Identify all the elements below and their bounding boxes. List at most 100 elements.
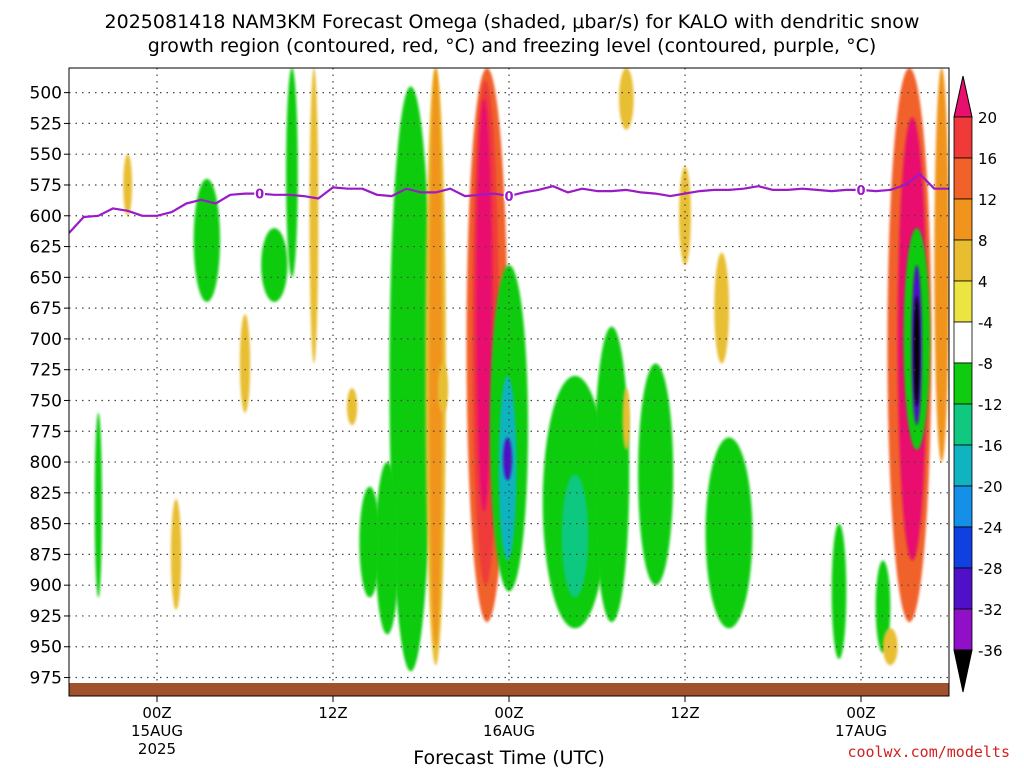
y-tick-label: 775 [30,422,62,442]
omega-region-28 [831,523,847,660]
y-tick-label: 675 [30,299,62,319]
y-tick-label: 500 [30,84,62,104]
y-tick-label: 575 [30,176,62,196]
colorbar: 20 16 12 8 4 -4 -8 -12 -16 -20 -24 -28 -32 -36 [953,75,1003,693]
omega-region-34 [359,486,380,598]
omega-region-20 [714,252,730,364]
freezing-level-label: 0 [255,188,264,203]
colorbar-label: -36 [978,642,1003,660]
omega-region-40 [437,363,449,413]
freezing-level-label: 0 [856,184,865,199]
colorbar-swatch [953,321,973,364]
freezing-level-line [69,172,949,234]
colorbar-label: 16 [978,150,997,168]
omega-region-39 [346,388,358,426]
omega-region-4 [389,86,432,672]
omega-region-35 [309,68,319,364]
omega-region-14 [561,474,589,598]
y-tick-label: 975 [30,669,62,689]
x-tick-label: 15AUG [131,722,183,740]
y-tick-label: 800 [30,453,62,473]
y-tick-label: 525 [30,114,62,134]
colorbar-swatch [953,198,973,241]
omega-region-38 [239,314,251,413]
y-tick-label: 700 [30,330,62,350]
omega-shading [94,68,949,672]
colorbar-label: -16 [978,437,1003,455]
y-tick-label: 750 [30,391,62,411]
plot-area: 0 0 0 [69,68,949,696]
x-tick-label: 16AUG [483,722,535,740]
colorbar-swatch [953,608,973,651]
chart-title: 2025081418 NAM3KM Forecast Omega (shaded… [105,11,920,33]
colorbar-label: -28 [978,560,1003,578]
y-tick-label: 900 [30,576,62,596]
omega-region-6 [429,68,443,647]
credit-text: coolwx.com/modelts [847,743,1010,761]
colorbar-label: 4 [978,273,988,291]
freezing-level-label: 0 [504,190,513,205]
omega-region-29 [883,628,898,666]
colorbar-bottom-arrow [953,649,973,693]
omega-region-9 [476,98,493,512]
y-tick-label: 725 [30,361,62,381]
omega-region-16 [638,363,674,586]
omega-region-27 [875,560,891,653]
y-tick-label: 875 [30,545,62,565]
x-tick-label: 00Z [494,704,523,722]
omega-region-41 [622,388,630,450]
y-tick-label: 850 [30,515,62,535]
x-tick-label: 00Z [846,704,875,722]
omega-region-32 [193,178,221,302]
y-tick-label: 625 [30,238,62,258]
y-tick-label: 600 [30,207,62,227]
colorbar-label: -12 [978,396,1003,414]
colorbar-label: -4 [978,314,993,332]
x-tick-label: 00Z [142,704,171,722]
colorbar-label: -32 [978,601,1003,619]
x-axis-label: Forecast Time (UTC) [413,747,604,768]
colorbar-label: 8 [978,232,988,250]
gridlines [69,68,949,696]
omega-region-42 [94,412,103,598]
x-tick-label: 12Z [318,704,347,722]
y-tick-label: 650 [30,268,62,288]
omega-region-31 [261,228,288,302]
colorbar-swatch [953,280,973,323]
colorbar-swatch [953,526,973,569]
colorbar-swatch [953,116,973,159]
x-tick-label: 12Z [670,704,699,722]
chart-subtitle: growth region (contoured, red, °C) and f… [148,35,877,57]
colorbar-label: -24 [978,519,1003,537]
omega-region-19 [679,166,691,266]
colorbar-label: -20 [978,478,1003,496]
omega-region-25 [913,295,920,407]
colorbar-label: -8 [978,355,993,373]
colorbar-swatch [953,485,973,528]
colorbar-swatch [953,157,973,200]
omega-region-17 [705,437,753,629]
omega-region-33 [375,462,399,635]
omega-region-12 [503,437,512,481]
y-tick-label: 825 [30,484,62,504]
colorbar-label: 20 [978,109,997,127]
freezing-level-contour: 0 0 0 [69,172,949,234]
omega-region-30 [286,68,298,278]
colorbar-swatch [953,403,973,446]
ground-surface [69,683,949,696]
x-tick-label: 17AUG [835,722,887,740]
colorbar-swatch [953,567,973,610]
y-tick-label: 950 [30,638,62,658]
y-tick-label: 550 [30,145,62,165]
y-tick-label: 925 [30,607,62,627]
omega-region-26 [934,68,949,462]
colorbar-top-arrow [953,75,973,118]
colorbar-swatch [953,362,973,405]
omega-region-15 [594,326,630,623]
colorbar-swatch [953,239,973,282]
omega-region-18 [619,68,634,130]
colorbar-swatch [953,444,973,487]
omega-region-37 [170,498,182,610]
